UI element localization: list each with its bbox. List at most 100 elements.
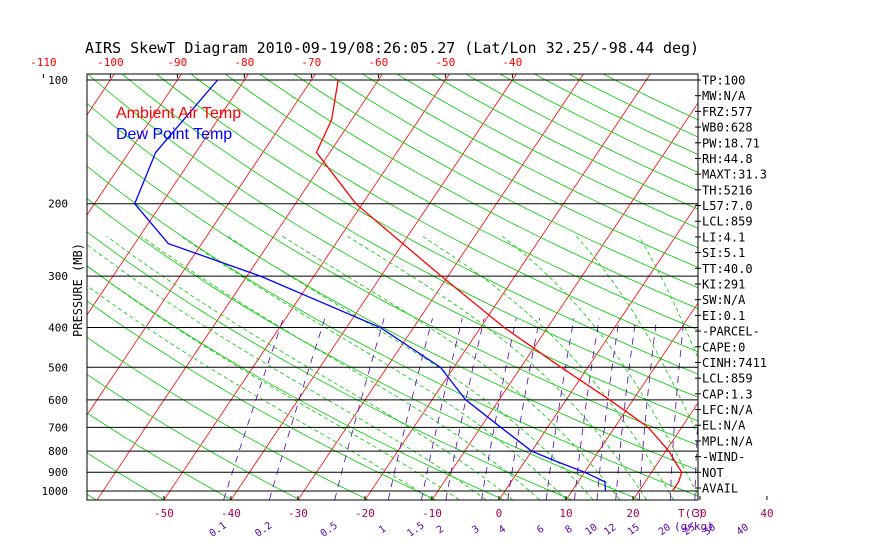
- top-temp-tick-label: -110: [30, 56, 57, 69]
- index-label: TP:100: [702, 74, 745, 88]
- index-label: NOT: [702, 466, 724, 480]
- mixing-ratio-line: [481, 318, 517, 500]
- mixing-ratio-line: [615, 318, 637, 500]
- isotherm-line: [565, 302, 698, 500]
- index-label: -WIND-: [702, 450, 745, 464]
- sounding-series: [133, 79, 683, 492]
- isotherm-line: [632, 402, 698, 500]
- moist-adiabat-lines: [87, 235, 698, 500]
- moist-adiabat-line: [227, 235, 594, 500]
- index-label: L57:7.0: [702, 199, 753, 213]
- index-label: EL:N/A: [702, 419, 746, 433]
- pressure-tick-label: 700: [48, 421, 68, 434]
- temp-axis-label: T(C): [678, 507, 705, 520]
- pressure-tick-label: 1000: [42, 485, 69, 498]
- top-temp-tick-label: -50: [435, 56, 455, 69]
- mixing-ratio-line: [334, 318, 385, 500]
- dry-adiabat-line: [327, 74, 698, 268]
- y-axis-label: PRESSURE (MB): [71, 243, 85, 337]
- isotherm-line: [163, 74, 450, 500]
- dry-adiabat-line: [87, 373, 300, 500]
- index-label: TT:40.0: [702, 262, 753, 276]
- mixing-ratio-tick-label: 3: [470, 524, 481, 536]
- index-label: MPL:N/A: [702, 434, 753, 448]
- pressure-tick-label: 900: [48, 466, 68, 479]
- isotherm-line: [364, 74, 651, 500]
- index-label: LCL:859: [702, 215, 753, 229]
- index-label: MAXT:31.3: [702, 168, 767, 182]
- mixing-ratio-line: [574, 318, 600, 500]
- index-label: RH:44.8: [702, 152, 753, 166]
- moist-adiabat-line: [141, 235, 540, 500]
- index-label: FRZ:577: [702, 105, 753, 119]
- top-temp-tick-labels: -120-110-100-90-80-70-60-50-40: [30, 56, 522, 78]
- bottom-temp-tick-label: 40: [760, 507, 773, 520]
- mixing-ratio-lines: [223, 318, 698, 500]
- bottom-temp-tick-labels: -50 -40 -30 -20 -10 0 10 20 30 40: [154, 496, 774, 520]
- index-label: CAP:1.3: [702, 387, 753, 401]
- mixing-ratio-line: [638, 318, 658, 500]
- isotherm-line: [96, 74, 383, 500]
- mixing-ratio-line: [387, 318, 433, 500]
- isotherm-line: [297, 74, 584, 500]
- isotherm-line: [498, 202, 698, 500]
- moist-adiabat-line: [576, 236, 698, 437]
- index-label: TH:5216: [702, 183, 753, 197]
- moist-adiabat-line: [282, 235, 621, 500]
- isotherm-line: [87, 74, 316, 416]
- series-line-dew-point-temp: [133, 79, 607, 492]
- mixing-ratio-line: [507, 318, 541, 500]
- legend-dew-point-temp: Dew Point Temp: [116, 126, 232, 143]
- mixing-ratio-line: [545, 318, 575, 500]
- dry-adiabat-line: [87, 231, 572, 500]
- moist-adiabat-line: [106, 235, 513, 500]
- index-label: WB0:628: [702, 121, 753, 135]
- isobar-lines: [87, 79, 698, 492]
- dry-adiabat-line: [87, 74, 698, 422]
- dry-adiabat-line: [155, 74, 698, 375]
- bottom-temp-tick-label: -30: [288, 507, 308, 520]
- top-temp-tick-label: -100: [97, 56, 124, 69]
- moist-adiabat-line: [180, 235, 567, 500]
- index-label: -PARCEL-: [702, 325, 760, 339]
- dry-adiabat-line: [293, 74, 698, 289]
- pressure-tick-label: 600: [48, 394, 68, 407]
- top-temp-tick-label: -60: [368, 56, 388, 69]
- dry-adiabat-line: [87, 102, 698, 446]
- mixing-ratio-line: [596, 318, 620, 500]
- dry-adiabat-line: [87, 198, 640, 500]
- mixing-ratio-tick-label: 8: [563, 524, 574, 536]
- pressure-tick-label: 800: [48, 445, 68, 458]
- pressure-tick-label: 400: [48, 321, 68, 334]
- mixing-ratio-line: [421, 318, 463, 500]
- legend-ambient-air-temp: Ambient Air Temp: [116, 105, 241, 122]
- dry-adiabat-line: [87, 336, 368, 500]
- moist-adiabat-line: [87, 285, 433, 500]
- index-label: LFC:N/A: [702, 403, 753, 417]
- dry-adiabat-line: [87, 300, 436, 500]
- index-label: CAPE:0: [702, 340, 745, 354]
- isotherm-line: [87, 74, 249, 316]
- mixing-axis-label: (g/kg): [674, 520, 714, 533]
- dry-adiabat-line: [224, 74, 698, 331]
- index-label: CINH:7411: [702, 356, 767, 370]
- mixing-ratio-line: [269, 318, 326, 500]
- mixing-ratio-tick-label: 6: [535, 524, 546, 536]
- mixing-ratio-line: [669, 318, 685, 500]
- mixing-ratio-line: [694, 412, 698, 500]
- top-temp-tick-label: -40: [502, 56, 522, 69]
- bottom-temp-tick-label: 10: [559, 507, 572, 520]
- mixing-ratio-tick-label: 2: [435, 524, 446, 536]
- isotherm-line: [230, 74, 517, 500]
- index-label: EI:0.1: [702, 309, 745, 323]
- moist-adiabat-line: [638, 236, 698, 359]
- index-label: SI:5.1: [702, 246, 745, 260]
- chart-title: AIRS SkewT Diagram 2010-09-19/08:26:05.2…: [85, 39, 699, 57]
- index-label: LCL:859: [702, 372, 753, 386]
- pressure-tick-label: 100: [48, 74, 68, 87]
- bottom-temp-tick-label: -20: [355, 507, 375, 520]
- bottom-temp-tick-label: -10: [422, 507, 442, 520]
- bottom-temp-tick-label: 30: [693, 507, 706, 520]
